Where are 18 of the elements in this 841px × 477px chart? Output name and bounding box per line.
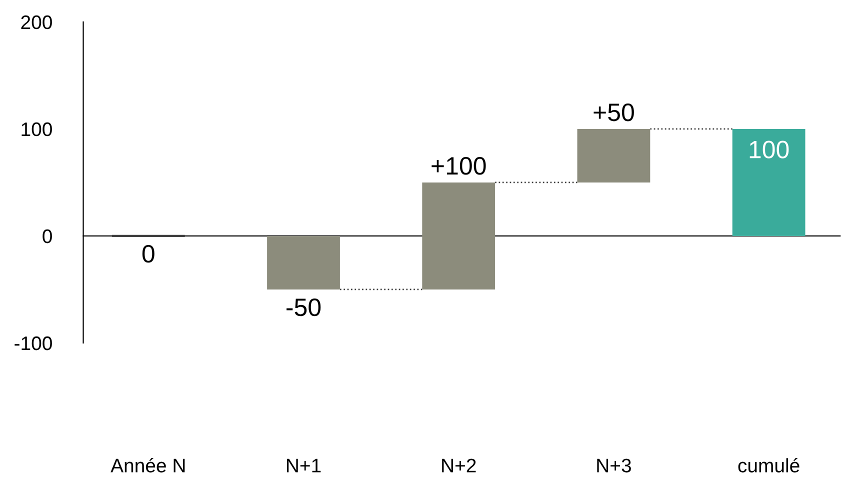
y-tick-label: 0 xyxy=(42,229,52,244)
bar xyxy=(732,128,806,236)
x-tick-label: cumulé xyxy=(738,458,800,472)
y-tick-label: 100 xyxy=(22,122,52,136)
data-label: 0 xyxy=(142,244,154,263)
bar xyxy=(422,182,496,290)
data-label: -50 xyxy=(286,298,321,316)
x-tick-label: N+3 xyxy=(597,458,631,472)
y-tick-label: 200 xyxy=(21,15,52,30)
x-tick-label: N+1 xyxy=(286,458,321,472)
data-label: +50 xyxy=(594,104,634,122)
bar xyxy=(577,128,650,182)
data-label: 100 xyxy=(750,140,789,158)
x-tick-label: Année N xyxy=(110,458,185,472)
x-tick-label: N+2 xyxy=(442,458,476,472)
data-label: +100 xyxy=(432,157,486,175)
y-tick-label: -100 xyxy=(14,336,52,350)
bar xyxy=(267,236,340,290)
